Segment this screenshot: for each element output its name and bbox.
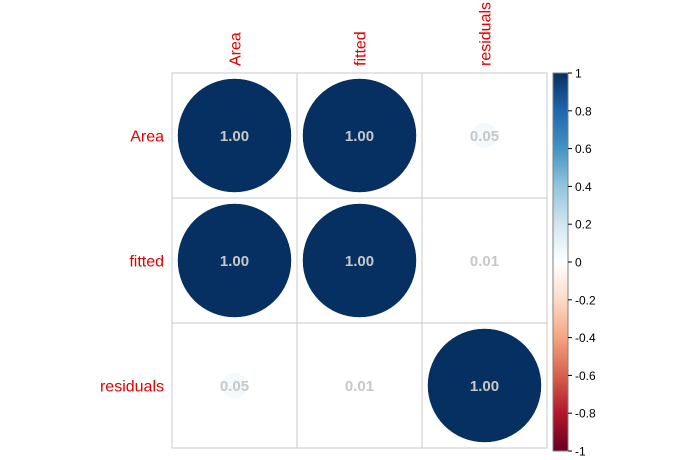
colorbar-tick-label: 0.4 bbox=[575, 180, 592, 194]
row-label: fitted bbox=[129, 254, 164, 271]
colorbar-tick-label: -0.6 bbox=[575, 369, 596, 383]
column-label: residuals bbox=[478, 2, 495, 66]
column-label: Area bbox=[228, 32, 245, 66]
correlation-value: 1.00 bbox=[220, 128, 249, 145]
colorbar-tick-label: -0.4 bbox=[575, 331, 596, 345]
correlation-circle bbox=[221, 372, 248, 399]
correlation-value: 0.01 bbox=[470, 253, 499, 270]
colorbar-tick-label: 1 bbox=[575, 67, 582, 81]
column-labels: Area fitted residuals bbox=[228, 2, 495, 66]
colorbar-tick-label: 0.8 bbox=[575, 104, 592, 118]
correlation-value: 1.00 bbox=[345, 253, 374, 270]
correlation-circle bbox=[427, 328, 542, 443]
correlation-circle bbox=[353, 379, 366, 392]
colorbar: 1 0.8 0.6 0.4 0.2 0 -0.2 -0.4 -0.6 -0.8 -1 bbox=[552, 67, 596, 459]
colorbar-tick-label: 0 bbox=[575, 256, 582, 270]
correlation-value: 1.00 bbox=[470, 378, 499, 395]
correlation-value: 0.01 bbox=[345, 378, 374, 395]
colorbar-gradient bbox=[552, 72, 569, 452]
correlation-circle bbox=[478, 254, 491, 267]
correlation-circle bbox=[177, 78, 292, 193]
correlation-value: 1.00 bbox=[345, 128, 374, 145]
colorbar-tick-label: -0.2 bbox=[575, 293, 596, 307]
colorbar-tick-label: 0.6 bbox=[575, 142, 592, 156]
column-label: fitted bbox=[353, 31, 370, 66]
correlation-circle bbox=[177, 203, 292, 318]
correlation-circle bbox=[302, 78, 417, 193]
colorbar-tick-label: 0.2 bbox=[575, 218, 592, 232]
row-label: Area bbox=[130, 129, 164, 146]
correlation-value: 0.05 bbox=[470, 128, 499, 145]
correlation-circles bbox=[177, 78, 542, 443]
correlation-circle bbox=[302, 203, 417, 318]
row-labels: Area fitted residuals bbox=[100, 129, 164, 396]
row-label: residuals bbox=[100, 379, 164, 396]
correlation-value: 1.00 bbox=[220, 253, 249, 270]
colorbar-tick-label: -0.8 bbox=[575, 407, 596, 421]
correlation-value: 0.05 bbox=[220, 378, 249, 395]
correlation-values: 1.00 1.00 0.05 1.00 1.00 0.01 0.05 0.01 1.00 bbox=[220, 128, 499, 395]
correlation-circle bbox=[471, 122, 498, 149]
colorbar-tick-label: -1 bbox=[575, 445, 586, 459]
